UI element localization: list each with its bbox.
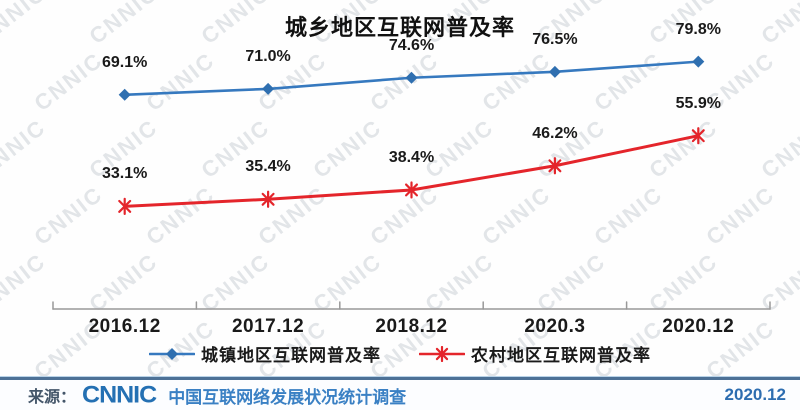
rural-series-marker-icon [419,345,465,362]
footer-date: 2020.12 [724,385,786,404]
source-label: 来源： [28,389,77,406]
legend: 城镇地区互联网普及率 农村地区互联网普及率 [0,341,800,366]
footer-bar: 来源： CNNIC 中国互联网络发展状况统计调查 2020.12 [0,377,800,410]
cnnic-logo: CNNIC [82,381,157,408]
legend-item-urban: 城镇地区互联网普及率 [149,341,381,366]
legend-label-rural: 农村地区互联网普及率 [471,346,651,365]
chart-title: 城乡地区互联网普及率 [284,15,515,40]
line-chart [52,55,771,310]
urban-series-marker-icon [149,347,195,360]
legend-label-urban: 城镇地区互联网普及率 [201,346,381,365]
legend-item-rural: 农村地区互联网普及率 [419,341,651,366]
footer-description: 中国互联网络发展状况统计调查 [168,387,407,407]
